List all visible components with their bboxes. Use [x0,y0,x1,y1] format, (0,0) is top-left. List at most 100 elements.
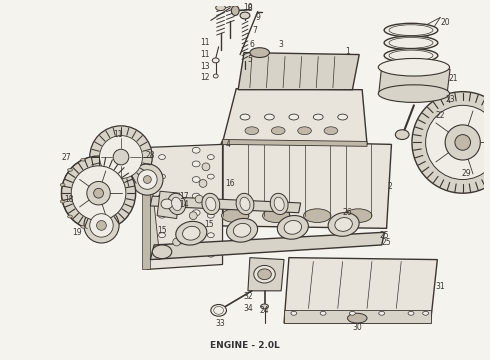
Ellipse shape [240,12,250,19]
Ellipse shape [254,265,275,283]
Polygon shape [222,89,367,144]
Ellipse shape [159,213,166,218]
Polygon shape [143,146,150,269]
Ellipse shape [423,311,429,315]
Ellipse shape [81,225,86,228]
Ellipse shape [298,127,311,135]
Ellipse shape [176,221,207,245]
Ellipse shape [271,127,285,135]
Ellipse shape [284,220,301,234]
Ellipse shape [324,127,338,135]
Circle shape [445,125,480,160]
Polygon shape [222,139,367,146]
Text: 4: 4 [226,140,231,149]
Circle shape [195,195,203,203]
Text: 25: 25 [380,231,390,240]
Ellipse shape [207,155,214,159]
Text: 30: 30 [352,323,362,332]
Ellipse shape [192,147,200,153]
Circle shape [455,135,470,150]
Polygon shape [284,258,438,323]
Text: 22: 22 [436,111,445,120]
Text: 8: 8 [247,4,252,13]
Text: 15: 15 [157,226,167,235]
Text: 29: 29 [462,169,471,178]
Ellipse shape [168,193,186,215]
Ellipse shape [304,209,331,222]
Ellipse shape [349,311,355,315]
Circle shape [90,126,152,188]
Text: 11: 11 [200,50,210,59]
Ellipse shape [277,216,308,239]
Text: 5: 5 [247,55,252,64]
Ellipse shape [384,49,438,62]
Ellipse shape [245,127,259,135]
Circle shape [97,221,106,230]
Ellipse shape [408,311,414,315]
Polygon shape [138,143,160,260]
Circle shape [84,208,119,243]
Ellipse shape [274,197,284,211]
Text: 23: 23 [445,95,455,104]
Text: 19: 19 [72,228,82,237]
Ellipse shape [384,23,438,37]
Ellipse shape [291,311,297,315]
Text: 9: 9 [255,13,260,22]
Circle shape [173,238,180,246]
Text: 6: 6 [249,40,254,49]
Ellipse shape [379,311,385,315]
Ellipse shape [395,130,409,139]
Ellipse shape [338,114,347,120]
Ellipse shape [192,177,200,183]
Circle shape [182,226,190,234]
Circle shape [189,212,197,220]
Ellipse shape [192,210,200,216]
Ellipse shape [172,197,182,211]
Text: 12: 12 [200,73,210,82]
Text: 24: 24 [260,306,270,315]
Ellipse shape [261,304,269,309]
Ellipse shape [265,114,274,120]
Text: 10: 10 [243,3,253,12]
Ellipse shape [240,114,250,120]
Ellipse shape [159,252,166,257]
Text: 34: 34 [243,304,253,313]
Ellipse shape [206,197,216,211]
Text: 33: 33 [216,319,225,328]
Ellipse shape [68,168,73,171]
Ellipse shape [226,219,258,242]
Ellipse shape [213,74,218,78]
Ellipse shape [68,215,73,218]
Ellipse shape [161,199,173,209]
Ellipse shape [233,224,251,237]
Text: ENGINE - 2.0L: ENGINE - 2.0L [210,341,280,350]
Ellipse shape [344,209,372,222]
Ellipse shape [202,193,220,215]
Circle shape [132,164,163,195]
Text: 7: 7 [252,26,257,35]
Ellipse shape [221,209,249,222]
Ellipse shape [270,193,288,215]
Ellipse shape [378,58,449,76]
Circle shape [71,166,126,221]
Text: 31: 31 [436,283,445,292]
Ellipse shape [240,197,250,211]
Circle shape [138,170,157,189]
Ellipse shape [250,48,270,58]
Circle shape [61,156,136,230]
Polygon shape [157,191,179,219]
Ellipse shape [212,58,219,63]
Ellipse shape [328,213,359,236]
Ellipse shape [159,155,166,159]
Text: 26: 26 [343,208,352,217]
Ellipse shape [211,305,226,316]
Text: 20: 20 [441,18,450,27]
Ellipse shape [207,252,214,257]
Ellipse shape [207,194,214,199]
Text: 13: 13 [200,62,210,71]
Ellipse shape [263,209,290,222]
Ellipse shape [231,6,239,15]
Ellipse shape [81,158,86,161]
Ellipse shape [192,193,200,199]
Ellipse shape [320,311,326,315]
